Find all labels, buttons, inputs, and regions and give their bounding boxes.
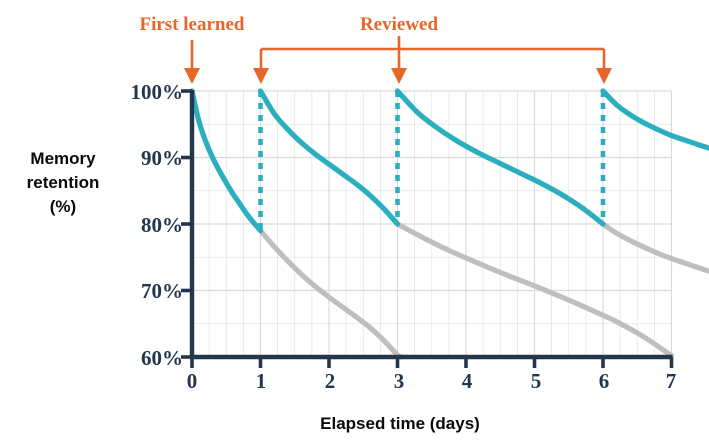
reviewed-arrow-day6 xyxy=(596,49,612,84)
y-axis-title-line1: Memory xyxy=(30,149,96,168)
review-riser-lines xyxy=(258,91,606,231)
y-axis-title-line2: retention xyxy=(27,173,100,192)
x-tick-label-1: 1 xyxy=(256,369,267,393)
y-tick-label-100: 100% xyxy=(131,80,184,104)
x-tick-label-6: 6 xyxy=(599,369,610,393)
segment-0 xyxy=(189,88,264,234)
reviewed-arrow-day3 xyxy=(391,49,407,84)
reviewed-arrow-head-6 xyxy=(596,68,612,84)
chart-grid xyxy=(191,90,673,358)
x-tick-label-5: 5 xyxy=(531,369,542,393)
x-tick-label-3: 3 xyxy=(394,369,405,393)
reviewed-label: Reviewed xyxy=(360,14,439,35)
y-tick-label-70: 70% xyxy=(141,279,183,303)
retention-curves-teal xyxy=(189,88,709,234)
y-tick-label-80: 80% xyxy=(141,213,183,237)
y-tick-label-90: 90% xyxy=(141,146,183,170)
x-tick-label-2: 2 xyxy=(325,369,336,393)
x-tick-label-0: 0 xyxy=(187,369,198,393)
segment-3 xyxy=(600,88,709,151)
axes xyxy=(181,89,674,368)
forgetting-curves-gray xyxy=(257,221,709,360)
x-tick-label-7: 7 xyxy=(666,369,677,393)
annotation-first-learned: First learned xyxy=(139,14,245,84)
decay-from-day-6 xyxy=(600,221,709,274)
reviewed-arrow-head-3 xyxy=(391,68,407,84)
y-tick-label-60: 60% xyxy=(141,346,183,370)
segment-2 xyxy=(394,88,606,227)
annotation-reviewed: Reviewed xyxy=(253,14,612,84)
y-axis-title-line3: (%) xyxy=(50,197,76,216)
first-learned-arrow-head xyxy=(184,68,200,84)
decay-from-day-1 xyxy=(257,228,405,360)
first-learned-label: First learned xyxy=(139,14,244,35)
reviewed-arrow-day1 xyxy=(253,49,269,84)
x-axis-title: Elapsed time (days) xyxy=(320,414,480,433)
x-tick-label-4: 4 xyxy=(462,369,473,393)
reviewed-arrow-head-1 xyxy=(253,68,269,84)
segment-1 xyxy=(257,88,401,227)
decay-from-day-3 xyxy=(394,221,675,359)
